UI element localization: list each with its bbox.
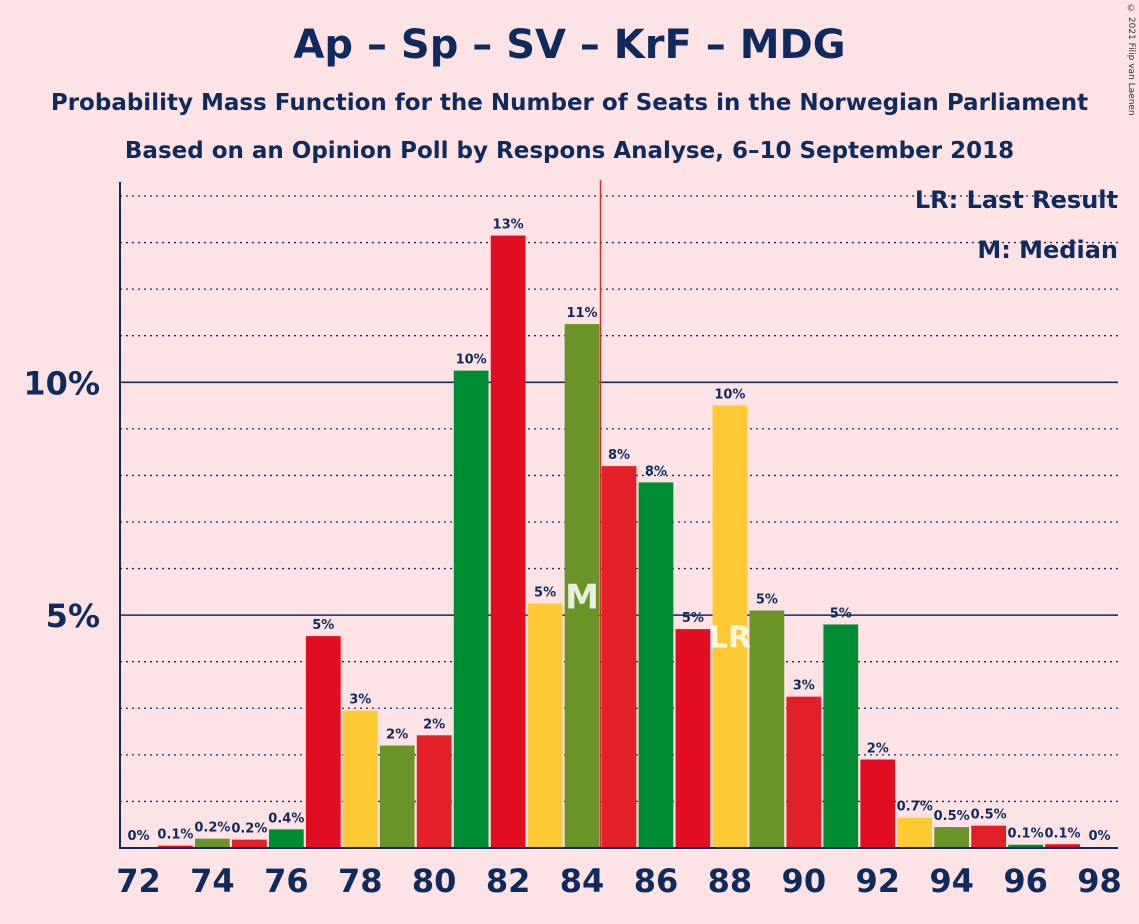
bar-label-79: 2% (386, 728, 408, 743)
bar-80 (416, 735, 452, 848)
bar-73 (158, 845, 193, 848)
bar-85 (601, 466, 637, 848)
bar-label-94: 0.5% (934, 809, 970, 824)
bar-label-89: 5% (756, 592, 778, 607)
bar-label-96: 0.1% (1008, 827, 1044, 842)
bar-label-75: 0.2% (231, 822, 267, 837)
bar-label-72: 0% (127, 829, 149, 844)
bar-74 (195, 838, 230, 848)
bar-label-83: 5% (534, 585, 556, 600)
bar-90 (786, 696, 822, 848)
bar-97 (1045, 844, 1080, 848)
chart-title: Ap – Sp – SV – KrF – MDG (293, 22, 846, 68)
chart-subtitle-2: Based on an Opinion Poll by Respons Anal… (124, 138, 1015, 164)
bar-83 (527, 603, 563, 848)
x-tick-label-72: 72 (116, 862, 161, 900)
bar-93 (897, 817, 933, 848)
bar-78 (342, 710, 378, 848)
x-tick-label-80: 80 (412, 862, 457, 900)
x-tick-label-90: 90 (782, 862, 827, 900)
x-tick-label-84: 84 (560, 862, 605, 900)
bar-label-95: 0.5% (971, 808, 1007, 823)
bar-89 (749, 610, 785, 848)
bar-label-85: 8% (608, 448, 630, 463)
bar-87 (675, 629, 711, 848)
bar-84 (564, 324, 600, 848)
x-tick-label-92: 92 (855, 862, 900, 900)
bar-91 (823, 624, 859, 848)
bar-label-77: 5% (312, 618, 334, 633)
bar-label-98: 0% (1088, 829, 1110, 844)
bar-label-90: 3% (793, 679, 815, 694)
legend-entry-0: LR: Last Result (915, 186, 1118, 214)
bar-label-82: 13% (493, 218, 524, 233)
bar-label-88: 10% (714, 388, 745, 403)
bar-82 (490, 235, 526, 848)
x-tick-label-88: 88 (708, 862, 753, 900)
bar-92 (860, 759, 896, 848)
bar-label-84: 11% (566, 306, 597, 321)
bar-88 (712, 405, 748, 848)
bar-94 (934, 827, 970, 848)
bar-labels: 0% 0.1% 0.2% 0.2%0.4%5%3%2%2%10%13%5%11%8%8… (127, 218, 1110, 844)
x-tick-label-78: 78 (338, 862, 383, 900)
bar-96 (1008, 844, 1043, 848)
x-tick-label-82: 82 (486, 862, 531, 900)
x-tick-label-96: 96 (1003, 862, 1048, 900)
legend: LR: Last Result M: Median (915, 186, 1118, 264)
chart-subtitle: Probability Mass Function for the Number… (50, 90, 1089, 116)
bar-label-74: 0.2% (194, 821, 230, 836)
bar-75 (231, 839, 267, 848)
legend-entry-1: M: Median (977, 236, 1118, 264)
bar-label-76: 0.4% (268, 811, 304, 826)
bars (158, 235, 1080, 848)
bar-label-97: 0.1% (1045, 826, 1081, 841)
bar-95 (971, 825, 1007, 848)
bar-76 (268, 829, 304, 848)
copyright-note: © 2021 Filip van Laenen (1126, 4, 1136, 116)
x-tick-label-76: 76 (264, 862, 309, 900)
bar-label-93: 0.7% (897, 800, 933, 815)
bar-label-87: 5% (682, 611, 704, 626)
bar-label-81: 10% (456, 353, 487, 368)
axes: 5% 10% 72 74 76 78 80 82 84 86 88 90 92 94 96 98 (23, 180, 1122, 900)
bar-86 (638, 482, 674, 848)
bar-label-73: 0.1% (157, 828, 193, 843)
x-tick-label-94: 94 (929, 862, 974, 900)
bar-label-78: 3% (349, 693, 371, 708)
x-tick-label-74: 74 (190, 862, 235, 900)
median-marker: M (565, 578, 599, 618)
bar-81 (453, 370, 489, 848)
x-tick-label-98: 98 (1077, 862, 1122, 900)
last-result-marker: LR (709, 621, 751, 656)
y-tick-label-5: 5% (46, 597, 100, 635)
bar-77 (305, 636, 341, 848)
bar-label-80: 2% (423, 717, 445, 732)
y-tick-label-10: 10% (23, 364, 100, 402)
bar-label-91: 5% (830, 606, 852, 621)
bar-label-92: 2% (867, 742, 889, 757)
bar-79 (379, 745, 415, 848)
bar-label-86: 8% (645, 464, 667, 479)
x-tick-label-86: 86 (634, 862, 679, 900)
